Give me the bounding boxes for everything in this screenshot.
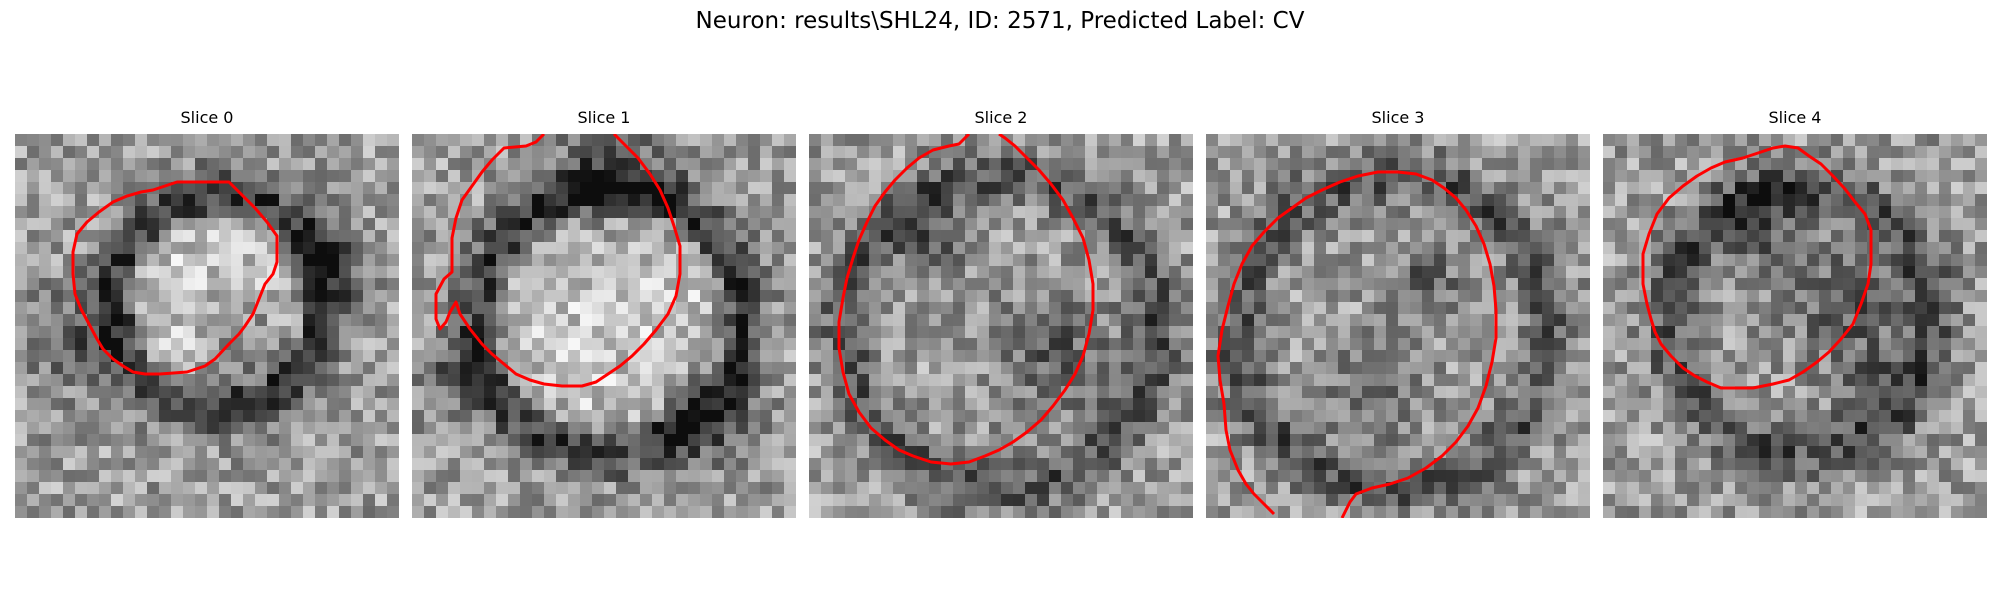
pixel-grid [15, 134, 399, 518]
slice-title: Slice 3 [1371, 108, 1425, 127]
slice-title: Slice 1 [577, 108, 631, 127]
pixel-grid [1603, 134, 1987, 518]
slice-image [809, 134, 1193, 518]
slice-image [1603, 134, 1987, 518]
slice-title: Slice 0 [180, 108, 234, 127]
slice-image [1206, 134, 1590, 518]
slice-title: Slice 4 [1768, 108, 1822, 127]
roi-contour [434, 134, 682, 388]
slice-image [15, 134, 399, 518]
figure-title: Neuron: results\SHL24, ID: 2571, Predict… [695, 8, 1305, 34]
roi-contour [1216, 170, 1498, 518]
pixel-grid [1206, 134, 1590, 518]
pixel-grid [412, 134, 796, 518]
roi-contour [71, 180, 279, 376]
slice-title: Slice 2 [974, 108, 1028, 127]
slice-image [412, 134, 796, 518]
roi-contour [837, 134, 1095, 466]
roi-contour [1641, 144, 1873, 390]
pixel-grid [809, 134, 1193, 518]
